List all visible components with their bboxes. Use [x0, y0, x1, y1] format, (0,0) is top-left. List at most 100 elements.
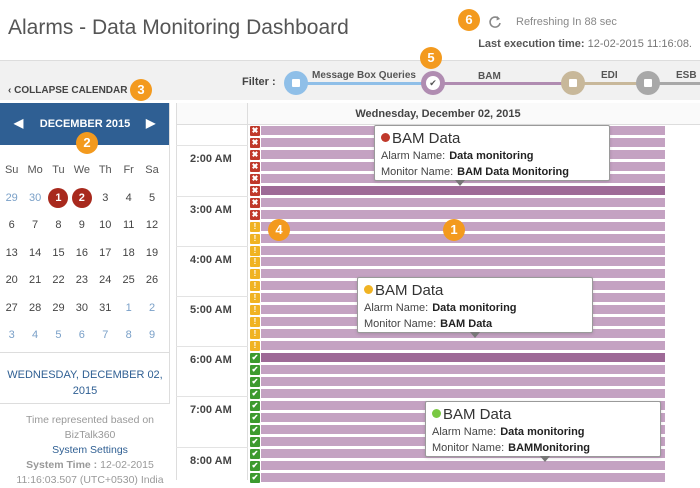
warning-icon[interactable]: ! [250, 305, 260, 315]
calendar-day[interactable]: 29 [52, 301, 65, 314]
alarm-bar[interactable] [261, 186, 665, 195]
calendar-day[interactable]: 10 [99, 219, 112, 231]
calendar-day[interactable]: 22 [52, 274, 65, 286]
alarm-bar[interactable] [261, 269, 665, 278]
warning-icon[interactable]: ! [250, 293, 260, 303]
calendar-day[interactable]: 6 [8, 219, 15, 231]
filter-esb[interactable] [636, 71, 660, 95]
error-icon[interactable]: ✖ [250, 210, 260, 220]
check-icon[interactable]: ✔ [250, 461, 260, 471]
filter-message-box-queries[interactable] [284, 71, 308, 95]
warning-icon[interactable]: ! [250, 234, 260, 244]
calendar-day[interactable]: 21 [28, 274, 42, 286]
calendar-day[interactable]: 9 [78, 219, 85, 231]
warning-icon[interactable]: ! [250, 329, 260, 339]
collapse-calendar-button[interactable]: ‹ COLLAPSE CALENDAR [8, 85, 127, 96]
alarm-bar[interactable] [261, 234, 665, 243]
check-icon[interactable]: ✔ [250, 413, 260, 423]
filter-edi[interactable] [561, 71, 585, 95]
alarm-bar[interactable] [261, 210, 665, 219]
error-icon[interactable]: ✖ [250, 138, 260, 148]
calendar-day[interactable]: 8 [55, 219, 62, 231]
check-icon[interactable]: ✔ [250, 437, 260, 447]
tooltip-title-text: BAM Data [375, 282, 444, 299]
check-icon[interactable]: ✔ [250, 401, 260, 411]
weekday-label: Mo [27, 164, 43, 176]
calendar-day[interactable]: 16 [75, 246, 88, 259]
calendar-day[interactable]: 18 [122, 246, 135, 259]
warning-icon[interactable]: ! [250, 341, 260, 351]
next-month-icon[interactable]: ▶ [146, 116, 156, 130]
alarm-bar[interactable] [261, 353, 665, 362]
calendar-day[interactable]: 12 [145, 219, 159, 231]
alarm-bar[interactable] [261, 329, 665, 338]
calendar-day[interactable]: 25 [122, 274, 135, 286]
calendar-day[interactable]: 4 [125, 191, 132, 204]
error-icon[interactable]: ✖ [250, 126, 260, 136]
check-icon[interactable]: ✔ [250, 473, 260, 483]
alarm-bar[interactable] [261, 461, 665, 470]
check-icon[interactable]: ✔ [250, 365, 260, 375]
calendar-day[interactable]: 9 [148, 329, 156, 341]
alarm-bar[interactable] [261, 377, 665, 386]
check-icon[interactable]: ✔ [250, 389, 260, 399]
time-slot-label: 5:00 AM [190, 304, 232, 316]
calendar-day[interactable]: 17 [99, 246, 112, 259]
calendar-day[interactable]: 20 [5, 274, 18, 286]
error-icon[interactable]: ✖ [250, 150, 260, 160]
calendar-day[interactable]: 5 [148, 191, 156, 204]
calendar-day[interactable]: 14 [28, 246, 42, 259]
refresh-icon[interactable] [488, 15, 502, 29]
alarm-bar[interactable] [261, 246, 665, 255]
calendar-day[interactable]: 23 [75, 274, 88, 286]
check-icon[interactable]: ✔ [250, 425, 260, 435]
calendar-day[interactable]: 2 [70, 185, 93, 213]
check-icon[interactable]: ✔ [250, 449, 260, 459]
error-icon[interactable]: ✖ [250, 198, 260, 208]
calendar-day[interactable]: 1 [47, 185, 70, 213]
calendar-day[interactable]: 1 [125, 301, 132, 314]
calendar-day[interactable]: 7 [102, 329, 109, 341]
alarm-bar[interactable] [261, 365, 665, 374]
error-icon[interactable]: ✖ [250, 162, 260, 172]
error-icon[interactable]: ✖ [250, 174, 260, 184]
calendar-day[interactable]: 2 [148, 301, 156, 314]
system-time: System Time : 12-02-2015 [0, 458, 180, 473]
error-icon[interactable]: ✖ [250, 186, 260, 196]
calendar-day[interactable]: 7 [32, 219, 39, 231]
warning-icon[interactable]: ! [250, 317, 260, 327]
calendar-day[interactable]: 6 [78, 329, 85, 341]
calendar-day[interactable]: 19 [145, 246, 159, 259]
warning-icon[interactable]: ! [250, 246, 260, 256]
alarm-bar[interactable] [261, 341, 665, 350]
calendar-day[interactable]: 8 [125, 329, 132, 341]
warning-icon[interactable]: ! [250, 222, 260, 232]
warning-icon[interactable]: ! [250, 269, 260, 279]
alarm-bar[interactable] [261, 473, 665, 482]
alarm-bar[interactable] [261, 389, 665, 398]
warning-icon[interactable]: ! [250, 257, 260, 267]
calendar-day[interactable]: 5 [55, 329, 62, 341]
prev-month-icon[interactable]: ◀ [14, 116, 24, 130]
calendar-day[interactable]: 27 [5, 301, 18, 314]
filter-bam[interactable]: ✔ [421, 71, 445, 95]
calendar-day[interactable]: 31 [99, 301, 112, 314]
calendar-day[interactable]: 30 [28, 191, 42, 204]
check-icon[interactable]: ✔ [250, 353, 260, 363]
alarm-bar[interactable] [261, 257, 665, 266]
system-settings-link[interactable]: System Settings [52, 444, 128, 456]
calendar-day[interactable]: 30 [75, 301, 88, 314]
calendar-day[interactable]: 3 [8, 329, 15, 341]
calendar-day[interactable]: 29 [5, 191, 18, 204]
calendar-day[interactable]: 15 [52, 246, 65, 259]
check-icon[interactable]: ✔ [250, 377, 260, 387]
calendar-day[interactable]: 26 [145, 274, 159, 286]
calendar-day[interactable]: 28 [28, 301, 42, 314]
calendar-day[interactable]: 3 [102, 191, 109, 204]
alarm-bar[interactable] [261, 198, 665, 207]
warning-icon[interactable]: ! [250, 281, 260, 291]
calendar-day[interactable]: 24 [99, 274, 112, 286]
calendar-day[interactable]: 4 [32, 329, 39, 341]
calendar-day[interactable]: 13 [5, 246, 18, 259]
calendar-day[interactable]: 11 [122, 219, 135, 231]
